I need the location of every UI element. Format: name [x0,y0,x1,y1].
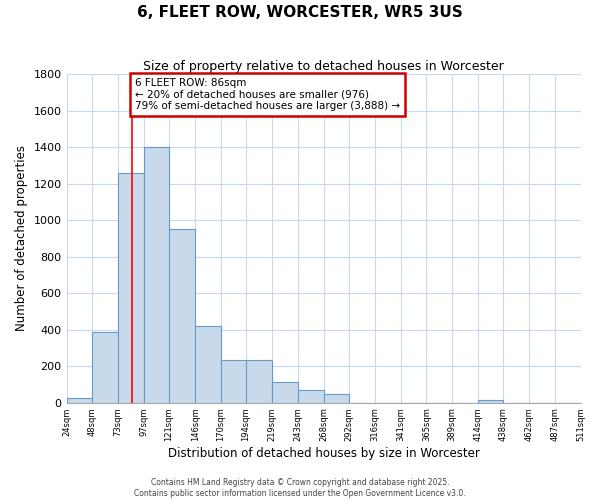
Bar [67,398,92,402]
Bar [478,400,503,402]
Text: 6, FLEET ROW, WORCESTER, WR5 3US: 6, FLEET ROW, WORCESTER, WR5 3US [137,5,463,20]
X-axis label: Distribution of detached houses by size in Worcester: Distribution of detached houses by size … [167,447,479,460]
Bar [246,360,272,403]
Bar [298,390,324,402]
Text: 6 FLEET ROW: 86sqm
← 20% of detached houses are smaller (976)
79% of semi-detach: 6 FLEET ROW: 86sqm ← 20% of detached hou… [135,78,400,111]
Y-axis label: Number of detached properties: Number of detached properties [15,146,28,332]
Title: Size of property relative to detached houses in Worcester: Size of property relative to detached ho… [143,60,504,73]
Bar [272,382,298,402]
Bar [92,332,118,402]
Bar [143,147,169,403]
Bar [221,360,246,403]
Bar [324,394,349,402]
Bar [118,172,143,402]
Bar [195,326,221,402]
Text: Contains HM Land Registry data © Crown copyright and database right 2025.
Contai: Contains HM Land Registry data © Crown c… [134,478,466,498]
Bar [169,230,195,402]
